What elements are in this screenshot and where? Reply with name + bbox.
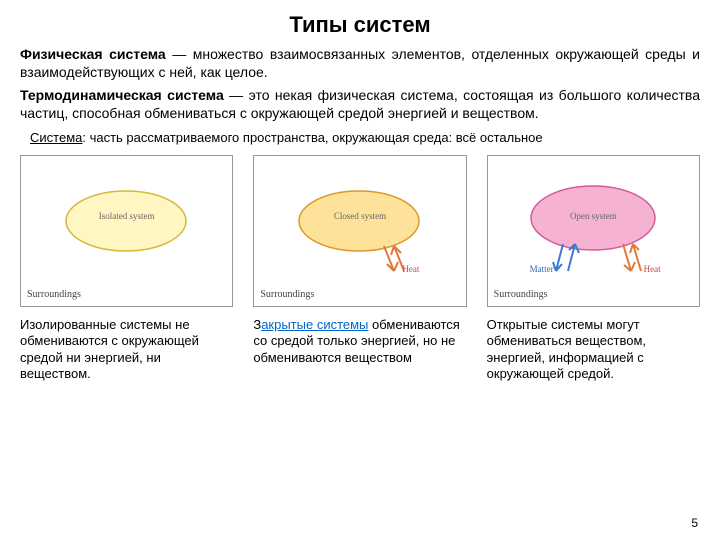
open-label: Open system bbox=[570, 211, 617, 221]
paragraph-thermo-system: Термодинамическая система — это некая фи… bbox=[20, 87, 700, 122]
closed-svg bbox=[254, 156, 464, 306]
desc-closed: Закрытые системы обмениваются со средой … bbox=[253, 317, 466, 382]
closed-systems-link[interactable]: акрытые системы bbox=[261, 317, 368, 332]
isolated-label: Isolated system bbox=[99, 211, 155, 221]
desc-isolated: Изолированные системы не обмениваются с … bbox=[20, 317, 233, 382]
open-svg bbox=[488, 156, 698, 306]
caption-underline: Система bbox=[30, 130, 82, 145]
isolated-surroundings: Surroundings bbox=[27, 289, 81, 300]
term-physical: Физическая система bbox=[20, 46, 166, 62]
caption-system-env: Система: часть рассматриваемого простран… bbox=[30, 130, 700, 145]
isolated-svg bbox=[21, 156, 231, 306]
closed-label: Closed system bbox=[334, 211, 386, 221]
panel-open: Open system Matter Heat Surroundings bbox=[487, 155, 700, 307]
open-surroundings: Surroundings bbox=[494, 289, 548, 300]
term-thermo: Термодинамическая система bbox=[20, 87, 224, 103]
open-heat-label: Heat bbox=[644, 264, 661, 274]
desc-open: Открытые системы могут обмениваться веще… bbox=[487, 317, 700, 382]
panel-isolated: Isolated system Surroundings bbox=[20, 155, 233, 307]
open-matter-label: Matter bbox=[530, 264, 554, 274]
panel-closed: Closed system Heat Surroundings bbox=[253, 155, 466, 307]
paragraph-physical-system: Физическая система — множество взаимосвя… bbox=[20, 46, 700, 81]
closed-surroundings: Surroundings bbox=[260, 289, 314, 300]
descriptions-row: Изолированные системы не обмениваются с … bbox=[20, 317, 700, 382]
page-number: 5 bbox=[691, 516, 698, 530]
page-title: Типы систем bbox=[20, 12, 700, 38]
diagrams-row: Isolated system Surroundings Closed syst… bbox=[20, 155, 700, 307]
closed-heat-label: Heat bbox=[402, 264, 419, 274]
desc-closed-prefix: З bbox=[253, 317, 261, 332]
caption-rest: : часть рассматриваемого пространства, о… bbox=[82, 130, 542, 145]
